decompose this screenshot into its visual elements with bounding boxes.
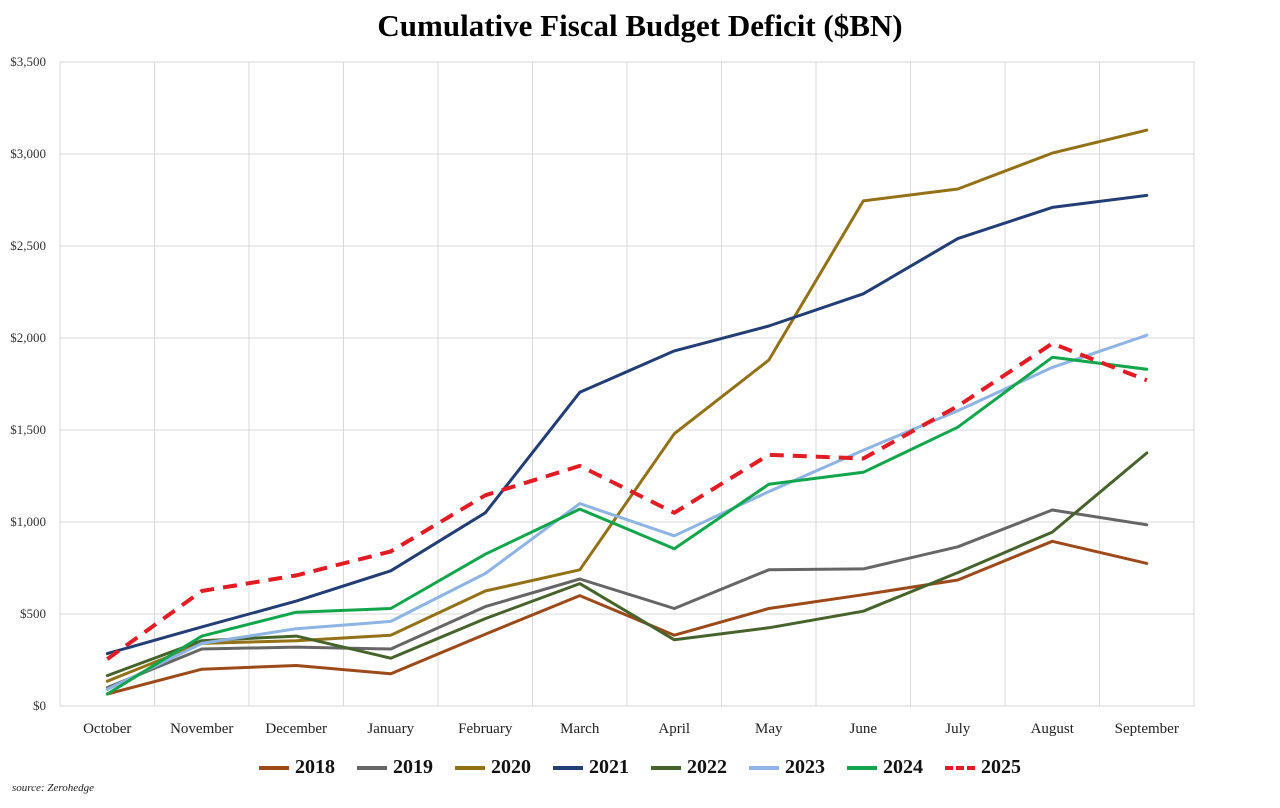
series-line-2024: [105, 355, 1149, 696]
legend-swatch: [553, 765, 583, 770]
x-tick-label: October: [83, 721, 131, 737]
legend-item-2020: 2020: [455, 756, 531, 779]
y-tick-label: $3,500: [10, 54, 46, 69]
y-tick-label: $2,500: [10, 238, 46, 253]
legend-item-2018: 2018: [259, 756, 335, 779]
legend-item-2021: 2021: [553, 756, 629, 779]
x-tick-label: September: [1115, 721, 1179, 737]
legend-label: 2023: [785, 756, 825, 778]
source-note: source: Zerohedge: [12, 782, 94, 794]
series-line-2023: [105, 333, 1149, 691]
legend-item-2024: 2024: [847, 756, 923, 779]
legend-label: 2025: [981, 756, 1021, 778]
legend: 2018 2019 2020 2021 2022 2023 2024 2025: [0, 756, 1280, 779]
legend-item-2022: 2022: [651, 756, 727, 779]
series-line-2020: [105, 128, 1149, 683]
legend-swatch: [749, 765, 779, 770]
series-line-2018: [105, 539, 1149, 696]
legend-label: 2020: [491, 756, 531, 778]
legend-label: 2021: [589, 756, 629, 778]
legend-swatch: [357, 765, 387, 770]
legend-item-2025: 2025: [945, 756, 1021, 779]
series-layer: [105, 128, 1149, 696]
x-tick-label: February: [458, 721, 513, 737]
legend-swatch: [651, 765, 681, 770]
x-tick-label: March: [560, 721, 600, 737]
y-tick-label: $1,500: [10, 422, 46, 437]
legend-swatch: [259, 765, 289, 770]
axis-layer: $0 $500 $1,000 $1,500 $2,000 $2,500 $3,000 $3,5…: [10, 54, 1179, 737]
series-line-2021: [105, 193, 1149, 656]
legend-label: 2024: [883, 756, 923, 778]
y-tick-label: $0: [33, 698, 46, 713]
x-tick-label: May: [755, 721, 783, 737]
x-tick-label: April: [658, 721, 690, 737]
legend-item-2023: 2023: [749, 756, 825, 779]
legend-swatch: [455, 765, 485, 770]
legend-swatch: [847, 765, 877, 770]
legend-item-2019: 2019: [357, 756, 433, 779]
grid-layer: [59, 61, 1195, 707]
y-tick-label: $3,000: [10, 146, 46, 161]
series-line-2019: [105, 508, 1149, 690]
series-line-2022: [105, 451, 1149, 678]
legend-label: 2022: [687, 756, 727, 778]
x-tick-label: December: [265, 721, 327, 737]
chart-title: Cumulative Fiscal Budget Deficit ($BN): [377, 8, 903, 43]
series-line-2025: [106, 341, 1148, 661]
legend-swatch: [945, 765, 975, 770]
y-tick-label: $500: [20, 606, 46, 621]
x-tick-label: August: [1031, 721, 1075, 737]
x-tick-label: July: [945, 721, 971, 737]
y-tick-label: $1,000: [10, 514, 46, 529]
x-tick-label: January: [367, 721, 414, 737]
x-tick-label: November: [170, 721, 233, 737]
x-tick-label: June: [850, 721, 878, 737]
legend-label: 2018: [295, 756, 335, 778]
y-tick-label: $2,000: [10, 330, 46, 345]
legend-label: 2019: [393, 756, 433, 778]
